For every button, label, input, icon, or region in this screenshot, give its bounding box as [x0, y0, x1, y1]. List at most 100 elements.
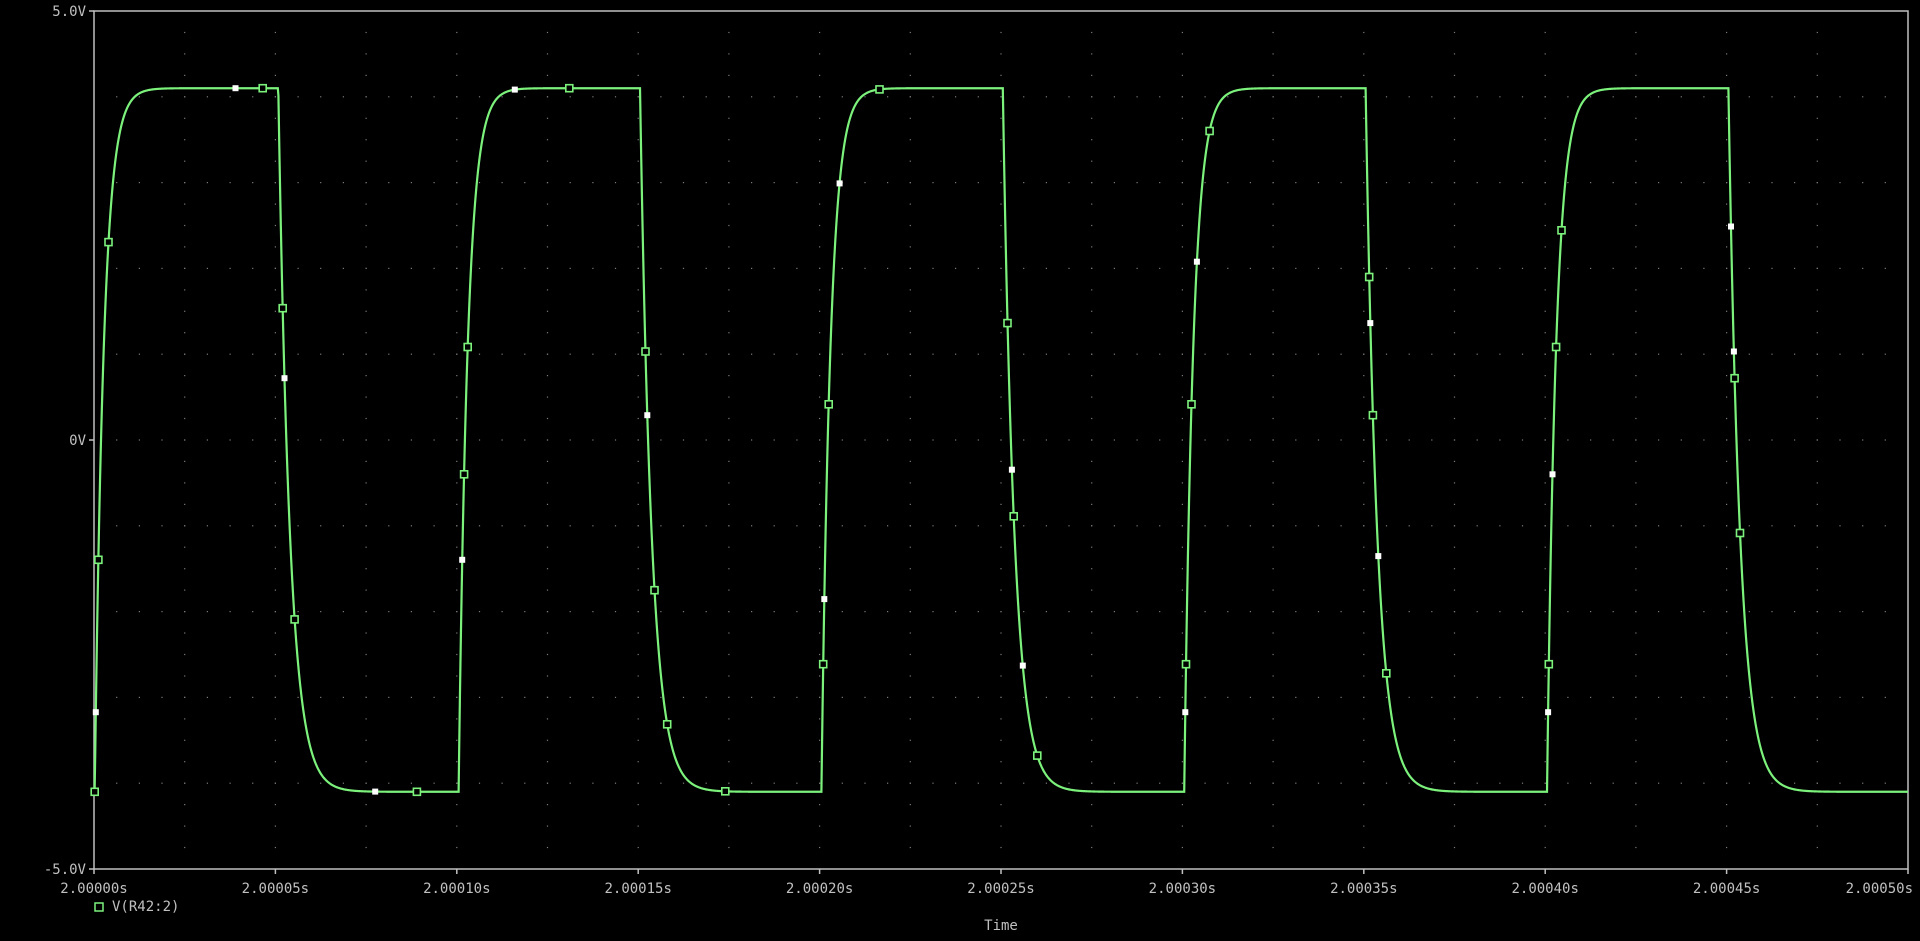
- grid-dot: [1000, 482, 1002, 484]
- grid-dot: [410, 353, 412, 355]
- grid-dot: [637, 718, 639, 720]
- grid-dot: [592, 525, 594, 527]
- grid-dot: [887, 353, 889, 355]
- grid-dot: [1272, 74, 1274, 76]
- grid-dot: [1635, 182, 1637, 184]
- grid-dot: [1794, 611, 1796, 613]
- grid-dot: [1680, 96, 1682, 98]
- grid-dot: [1453, 203, 1456, 205]
- grid-dot: [1091, 246, 1093, 248]
- grid-dot: [796, 525, 798, 527]
- grid-dot: [1272, 289, 1274, 291]
- grid-dot: [1544, 224, 1546, 227]
- grid-dot: [410, 96, 412, 98]
- grid-dot: [1453, 546, 1456, 548]
- grid-dot: [274, 846, 276, 849]
- grid-dot: [728, 546, 730, 548]
- grid-dot: [1726, 653, 1728, 656]
- grid-dot: [637, 417, 639, 420]
- grid-dot: [1544, 375, 1546, 377]
- grid-dot: [1045, 353, 1047, 355]
- grid-dot: [1544, 846, 1546, 849]
- grid-dot: [1726, 632, 1728, 634]
- grid-dot: [388, 525, 390, 527]
- grid-dot: [1590, 353, 1592, 355]
- grid-dot: [1363, 653, 1365, 656]
- grid-dot: [1658, 267, 1660, 269]
- grid-dot: [728, 739, 730, 741]
- grid-dot: [1181, 246, 1183, 248]
- grid-dot: [1839, 267, 1841, 269]
- grid-dot: [388, 611, 390, 613]
- grid-dot: [1181, 53, 1183, 55]
- grid-dot: [365, 739, 367, 741]
- grid-dot: [342, 439, 344, 441]
- grid-dot: [1272, 460, 1274, 462]
- grid-dot: [184, 31, 186, 34]
- grid-dot: [1590, 96, 1592, 98]
- grid-dot: [1431, 353, 1433, 355]
- grid-dot: [546, 718, 549, 720]
- grid-dot: [728, 632, 730, 634]
- grid-dot: [1771, 611, 1773, 613]
- grid-dot: [161, 782, 163, 784]
- grid-dot: [1816, 696, 1818, 698]
- grid-dot: [546, 739, 549, 741]
- data-point-marker: [1557, 226, 1566, 235]
- grid-dot: [728, 804, 730, 806]
- grid-dot: [660, 267, 662, 269]
- grid-dot: [365, 503, 367, 505]
- grid-dot: [1091, 568, 1093, 570]
- grid-dot: [1272, 611, 1274, 613]
- grid-dot: [1159, 611, 1161, 613]
- grid-dot: [365, 310, 367, 312]
- grid-dot: [1159, 182, 1161, 184]
- grid-dot: [569, 611, 571, 613]
- grid-dot: [1635, 160, 1637, 162]
- grid-dot: [1204, 353, 1206, 355]
- grid: [116, 31, 1886, 849]
- grid-dot: [184, 160, 186, 162]
- cursor-point-marker: [1008, 466, 1015, 473]
- grid-dot: [1453, 417, 1456, 420]
- grid-dot: [546, 353, 549, 355]
- grid-dot: [1635, 246, 1637, 248]
- data-point-marker: [650, 585, 659, 595]
- grid-dot: [456, 439, 458, 441]
- grid-dot: [1272, 589, 1274, 591]
- grid-dot: [184, 525, 186, 527]
- grid-dot: [1544, 53, 1546, 55]
- grid-dot: [116, 267, 118, 269]
- grid-dot: [365, 31, 367, 34]
- grid-dot: [1227, 353, 1229, 355]
- grid-dot: [1023, 696, 1025, 698]
- grid-dot: [365, 203, 367, 205]
- grid-dot: [705, 782, 707, 784]
- grid-dot: [1272, 439, 1274, 441]
- grid-dot: [1340, 267, 1342, 269]
- grid-dot: [1363, 546, 1365, 548]
- grid-dot: [637, 31, 639, 34]
- grid-dot: [524, 525, 526, 527]
- grid-dot: [1317, 611, 1320, 613]
- grid-dot: [1385, 525, 1388, 527]
- grid-dot: [206, 439, 208, 441]
- grid-dot: [728, 160, 730, 162]
- grid-dot: [297, 611, 299, 613]
- grid-dot: [637, 246, 639, 248]
- grid-dot: [456, 267, 458, 269]
- grid-dot: [184, 460, 186, 462]
- grid-dot: [1499, 267, 1501, 269]
- grid-dot: [524, 96, 526, 98]
- grid-dot: [229, 96, 231, 98]
- grid-dot: [433, 182, 435, 184]
- grid-dot: [841, 525, 843, 527]
- grid-dot: [887, 696, 889, 698]
- grid-dot: [1658, 96, 1660, 98]
- grid-dot: [1000, 589, 1002, 591]
- grid-dot: [1453, 718, 1456, 720]
- grid-dot: [637, 203, 639, 205]
- grid-dot: [342, 696, 344, 698]
- grid-dot: [184, 417, 186, 420]
- grid-dot: [433, 96, 435, 98]
